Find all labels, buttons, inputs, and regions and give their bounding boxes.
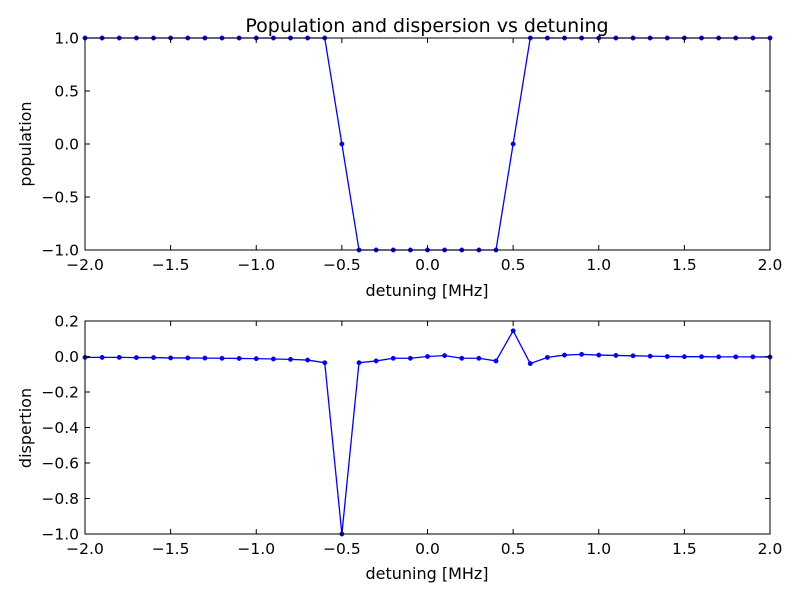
dispersion-data-point — [442, 353, 448, 359]
dispersion-y-tick-label: −0.4 — [41, 419, 79, 437]
population-y-tick-label: −0.5 — [41, 189, 79, 207]
population-y-ticks: −1.0 −0.5 0.0 0.5 1.0 — [41, 30, 770, 260]
dispersion-x-tick-label: −1.0 — [237, 540, 275, 558]
dispersion-data-point — [305, 357, 311, 363]
dispersion-data-point — [373, 358, 379, 364]
dispersion-data-point — [288, 356, 293, 362]
dispersion-x-tick-label: −1.5 — [152, 540, 190, 558]
dispersion-data-point — [493, 358, 499, 364]
dispersion-data-point — [596, 352, 602, 358]
population-y-tick-label: 1.0 — [54, 30, 79, 48]
dispersion-data-point — [733, 354, 739, 360]
population-x-tick-label: −1.5 — [152, 256, 190, 274]
dispersion-data-point — [202, 355, 208, 361]
dispersion-y-tick-label: −0.8 — [41, 490, 79, 508]
population-y-axis-label: population — [16, 101, 35, 186]
dispersion-data-point — [647, 353, 653, 359]
population-x-tick-label: −1.0 — [237, 256, 275, 274]
dispersion-data-point — [425, 354, 430, 359]
dispersion-x-tick-label: 0.5 — [501, 540, 526, 558]
dispersion-y-axis-label: dispertion — [16, 388, 35, 468]
dispersion-data-point — [476, 355, 482, 361]
dispersion-x-tick-label: 2.0 — [758, 540, 783, 558]
population-data-point — [510, 141, 516, 147]
dispersion-data-point — [151, 355, 156, 361]
population-x-tick-label: −0.5 — [323, 256, 361, 274]
dispersion-data-point — [322, 360, 328, 366]
dispersion-data-point — [510, 328, 516, 334]
dispersion-data-point — [579, 351, 585, 357]
population-x-tick-label: 1.5 — [672, 256, 697, 274]
dispersion-x-axis-label: detuning [MHz] — [365, 564, 488, 583]
population-x-axis-label: detuning [MHz] — [365, 281, 488, 300]
dispersion-y-tick-label: −0.6 — [41, 455, 79, 473]
dispersion-y-tick-label: −0.2 — [41, 384, 79, 402]
dispersion-data-point — [544, 354, 550, 360]
dispersion-data-point — [356, 360, 362, 366]
dispersion-data-point — [185, 355, 191, 361]
dispersion-x-tick-label: −2.0 — [66, 540, 104, 558]
dispersion-data-point — [716, 354, 722, 360]
population-panel: Population and dispersion vs detuning −2… — [16, 15, 782, 300]
dispersion-plot-area — [82, 328, 773, 537]
dispersion-data-point — [681, 354, 687, 360]
dispersion-data-point — [390, 355, 396, 361]
dispersion-data-point — [133, 355, 139, 361]
dispersion-data-point — [407, 355, 413, 361]
chart-title: Population and dispersion vs detuning — [245, 15, 608, 37]
dispersion-panel: −2.0 −1.5 −1.0 −0.5 0.0 0.5 1.0 1.5 2.0 −1.0 −0.8… — [16, 313, 782, 584]
dispersion-y-tick-label: 0.2 — [54, 313, 79, 331]
dispersion-y-ticks: −1.0 −0.8 −0.6 −0.4 −0.2 0.0 0.2 — [41, 313, 770, 544]
dispersion-data-point — [699, 354, 704, 360]
dispersion-data-point — [750, 354, 756, 360]
dispersion-x-tick-label: 0.0 — [415, 540, 440, 558]
dispersion-data-point — [562, 352, 567, 358]
population-x-tick-label: −2.0 — [66, 256, 104, 274]
population-x-tick-label: 0.5 — [501, 256, 526, 274]
population-x-tick-label: 2.0 — [758, 256, 783, 274]
dispersion-data-point — [270, 356, 276, 362]
dispersion-data-point — [219, 355, 225, 361]
dispersion-data-point — [527, 361, 533, 367]
dispersion-y-tick-label: 0.0 — [54, 348, 79, 366]
dispersion-data-point — [116, 354, 122, 360]
population-x-tick-label: 0.0 — [415, 256, 440, 274]
dispersion-x-tick-label: 1.5 — [672, 540, 697, 558]
population-data-point — [339, 141, 345, 147]
dispersion-data-point — [459, 355, 465, 361]
dispersion-y-tick-label: −1.0 — [41, 526, 79, 544]
population-y-tick-label: −1.0 — [41, 242, 79, 260]
population-y-tick-label: 0.0 — [54, 136, 79, 154]
dispersion-x-tick-label: 1.0 — [586, 540, 611, 558]
dispersion-data-point — [236, 356, 242, 361]
dispersion-data-point — [168, 355, 174, 361]
dispersion-data-point — [664, 354, 670, 359]
population-y-tick-label: 0.5 — [54, 83, 79, 101]
dispersion-x-tick-label: −0.5 — [323, 540, 361, 558]
dispersion-x-ticks: −2.0 −1.5 −1.0 −0.5 0.0 0.5 1.0 1.5 2.0 — [66, 321, 782, 558]
population-x-tick-label: 1.0 — [586, 256, 611, 274]
population-x-ticks: −2.0 −1.5 −1.0 −0.5 0.0 0.5 1.0 1.5 2.0 — [66, 38, 782, 274]
dispersion-data-point — [630, 353, 636, 359]
dispersion-data-point — [99, 354, 105, 360]
dispersion-data-point — [613, 352, 619, 358]
dispersion-data-point — [253, 356, 259, 362]
